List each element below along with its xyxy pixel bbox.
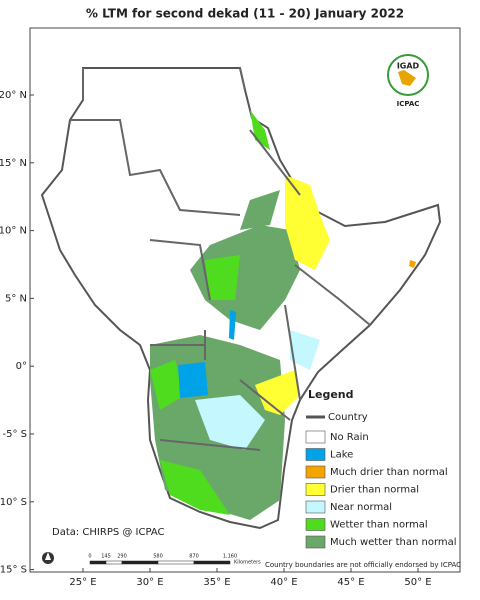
scale-label: 580: [153, 554, 163, 560]
scale-label: 290: [117, 554, 127, 560]
lat-label: 5° N: [5, 293, 27, 304]
lon-label: 35° E: [203, 577, 230, 588]
legend-country: Country: [328, 412, 368, 423]
lake: [178, 362, 208, 398]
scale-label: 0: [88, 554, 91, 560]
logo-org: ICPAC: [397, 100, 420, 108]
country-borders: [70, 67, 371, 451]
legend-swatch: [305, 430, 326, 444]
lat-label: 15° N: [0, 158, 27, 169]
lat-label: 20° N: [0, 90, 27, 101]
legend-swatch: [305, 448, 326, 461]
legend-swatch: [305, 483, 326, 496]
much-wetter-zone: [240, 190, 280, 230]
lat-label: 0°: [16, 361, 27, 372]
wetter-zone: [160, 460, 230, 515]
disclaimer: Country boundaries are not officially en…: [265, 561, 461, 569]
data-source: Data: CHIRPS @ ICPAC: [52, 527, 165, 538]
legend-title: Legend: [308, 388, 354, 401]
map: [40, 67, 442, 530]
north-arrow: [42, 552, 54, 564]
scale-segment: [89, 560, 107, 565]
legend-swatch: [305, 465, 326, 479]
logo: IGAD ICPAC: [387, 54, 429, 108]
lon-label: 40° E: [270, 577, 297, 588]
lon-label: 30° E: [136, 577, 163, 588]
legend-label: Much wetter than normal: [330, 537, 457, 548]
scale-segment: [193, 560, 231, 565]
legend-swatch: [305, 518, 326, 531]
legend-label: Lake: [330, 450, 353, 461]
legend: Legend Country No Rain Lake Much drier tha…: [305, 388, 457, 549]
much-drier-zone: [409, 260, 416, 268]
near-normal-zone: [290, 330, 320, 370]
scale-unit: Kilometers: [234, 560, 261, 566]
legend-label: Much drier than normal: [330, 467, 448, 478]
lon-label: 25° E: [69, 577, 96, 588]
wetter-zone: [250, 110, 270, 150]
scale-segment: [121, 560, 159, 565]
scale-segment: [105, 560, 123, 565]
much-wetter-zone: [190, 225, 300, 330]
lon-label: 50° E: [404, 577, 431, 588]
scale-label: 870: [189, 554, 199, 560]
lat-label: -5° S: [3, 429, 28, 440]
lake: [229, 310, 236, 340]
drier-zone: [255, 370, 300, 415]
legend-label: Drier than normal: [330, 485, 419, 496]
legend-label: No Rain: [330, 432, 369, 443]
legend-swatch: [305, 535, 326, 549]
scale-label: 1,160: [223, 554, 237, 560]
legend-label: Wetter than normal: [330, 520, 428, 531]
lat-label: 10° N: [0, 226, 27, 237]
lat-label: -10° S: [0, 497, 27, 508]
north-arrow-head: [45, 552, 51, 560]
logo-name: IGAD: [397, 62, 420, 71]
legend-label: Near normal: [330, 502, 392, 513]
drier-zone: [285, 175, 330, 270]
logo-map: [398, 70, 416, 86]
legend-swatch: [305, 500, 326, 514]
lat-label: -15° S: [0, 565, 27, 576]
scale-segment: [157, 560, 195, 565]
lon-label: 45° E: [337, 577, 364, 588]
scale-label: 145: [101, 554, 111, 560]
wetter-zone: [150, 360, 185, 410]
near-normal-zone: [195, 395, 265, 450]
wetter-zone: [205, 255, 240, 300]
title: % LTM for second dekad (11 - 20) January…: [86, 7, 404, 21]
